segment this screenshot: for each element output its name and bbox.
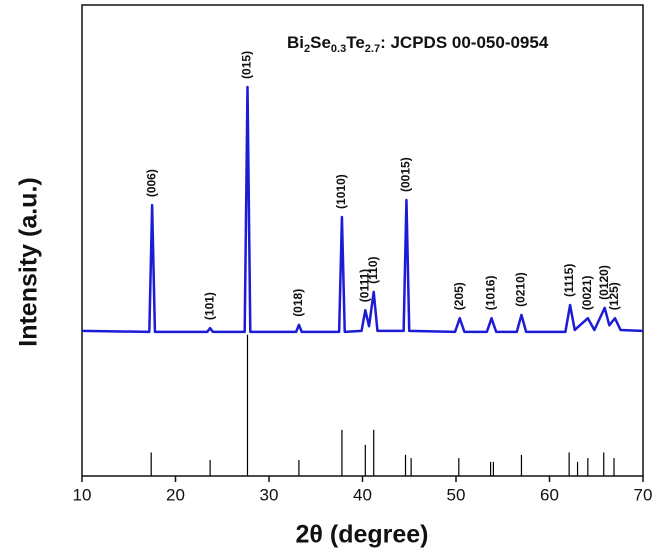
title-part: 2.7 (365, 43, 380, 55)
title-part: Se (310, 33, 331, 52)
title-part: 0.3 (331, 43, 346, 55)
title-part: Te (346, 33, 365, 52)
peak-label: (0120) (597, 265, 611, 300)
peak-label: (1016) (484, 276, 498, 311)
peak-label: (125) (607, 282, 621, 310)
x-tick-label: 40 (353, 485, 372, 504)
peak-label: (205) (452, 282, 466, 310)
x-tick-label: 20 (166, 485, 185, 504)
title-part: : JCPDS 00-050-0954 (380, 33, 549, 52)
peak-label: (006) (144, 169, 158, 197)
xrd-pattern (81, 85, 644, 334)
x-axis-label: 2θ (degree) (296, 521, 429, 549)
y-axis-label: Intensity (a.u.) (15, 177, 43, 346)
peak-label: (018) (291, 289, 305, 317)
title-part: Bi (287, 33, 304, 52)
peak-label: (0210) (514, 272, 528, 307)
chart-title: Bi2Se0.3Te2.7: JCPDS 00-050-0954 (287, 33, 549, 54)
peak-label: (0015) (399, 157, 413, 192)
peak-label: (101) (202, 292, 216, 320)
peak-label: (0021) (580, 276, 594, 311)
peak-label: (015) (240, 51, 254, 79)
peak-label: (110) (366, 256, 380, 283)
x-tick-label: 10 (73, 485, 92, 504)
plot-frame (81, 4, 644, 477)
x-tick-label: 30 (260, 485, 279, 504)
x-tick-label: 50 (447, 485, 466, 504)
peak-label: (0111) (357, 269, 371, 302)
x-tick-label: 70 (634, 485, 652, 504)
x-tick-label: 60 (540, 485, 559, 504)
title-part: 2 (304, 43, 310, 55)
peak-label: (1115) (562, 264, 576, 297)
peak-label: (1010) (334, 174, 348, 209)
